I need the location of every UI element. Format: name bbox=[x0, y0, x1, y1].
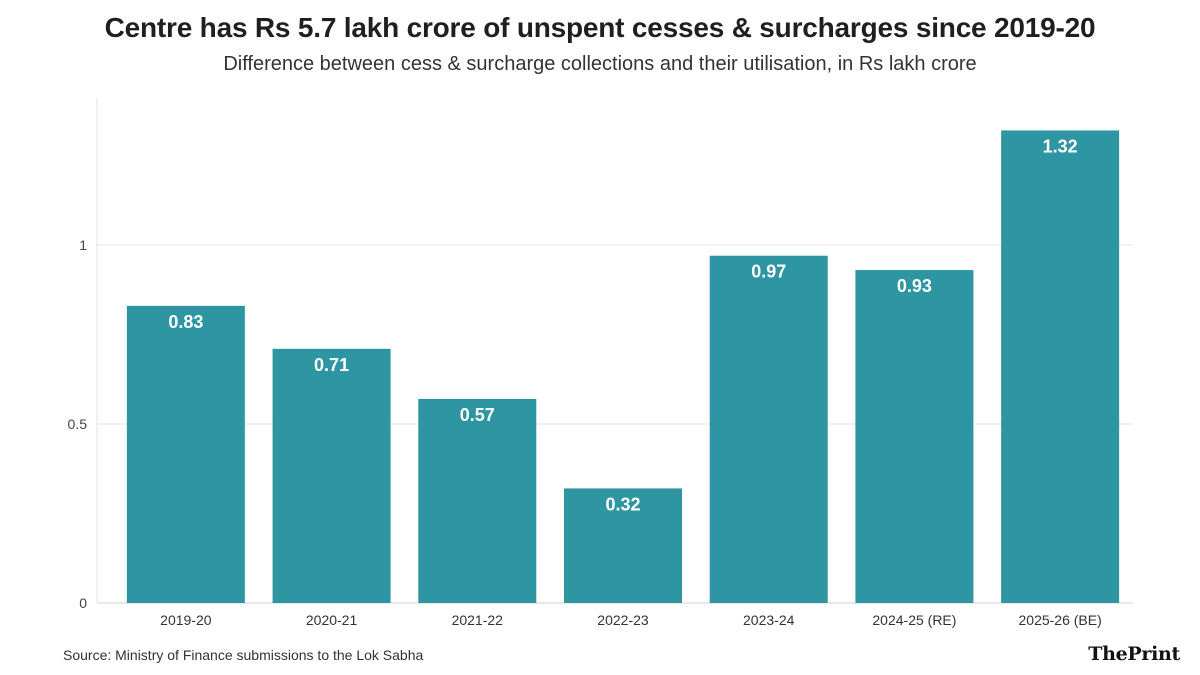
y-tick-label: 0 bbox=[79, 595, 87, 611]
theprint-logo: ThePrint bbox=[1088, 643, 1180, 665]
y-tick-label: 1 bbox=[79, 237, 87, 253]
x-tick-label: 2019-20 bbox=[160, 612, 212, 628]
bar bbox=[564, 488, 682, 603]
bar bbox=[418, 398, 537, 603]
bar bbox=[855, 270, 974, 603]
bar-data-label: 0.83 bbox=[168, 312, 203, 332]
x-tick-label: 2024-25 (RE) bbox=[872, 612, 956, 628]
source-note: Source: Ministry of Finance submissions … bbox=[63, 647, 424, 663]
x-tick-label: 2022-23 bbox=[597, 612, 649, 628]
bar-data-label: 0.97 bbox=[751, 262, 786, 282]
bar-data-label: 0.32 bbox=[605, 494, 640, 514]
y-tick-label: 0.5 bbox=[68, 416, 88, 432]
bar-data-label: 0.57 bbox=[460, 405, 495, 425]
bar bbox=[272, 348, 391, 603]
chart-title: Centre has Rs 5.7 lakh crore of unspent … bbox=[104, 12, 1096, 43]
bar-data-label: 1.32 bbox=[1043, 136, 1078, 156]
chart-subtitle: Difference between cess & surcharge coll… bbox=[223, 53, 977, 75]
bar bbox=[126, 305, 245, 603]
x-tick-label: 2025-26 (BE) bbox=[1019, 612, 1102, 628]
bar bbox=[709, 255, 828, 604]
bar-data-label: 0.71 bbox=[314, 355, 349, 375]
bar-data-label: 0.93 bbox=[897, 276, 932, 296]
x-tick-label: 2021-22 bbox=[452, 612, 504, 628]
x-tick-label: 2023-24 bbox=[743, 612, 795, 628]
x-tick-label: 2020-21 bbox=[306, 612, 358, 628]
bar bbox=[1001, 130, 1120, 603]
